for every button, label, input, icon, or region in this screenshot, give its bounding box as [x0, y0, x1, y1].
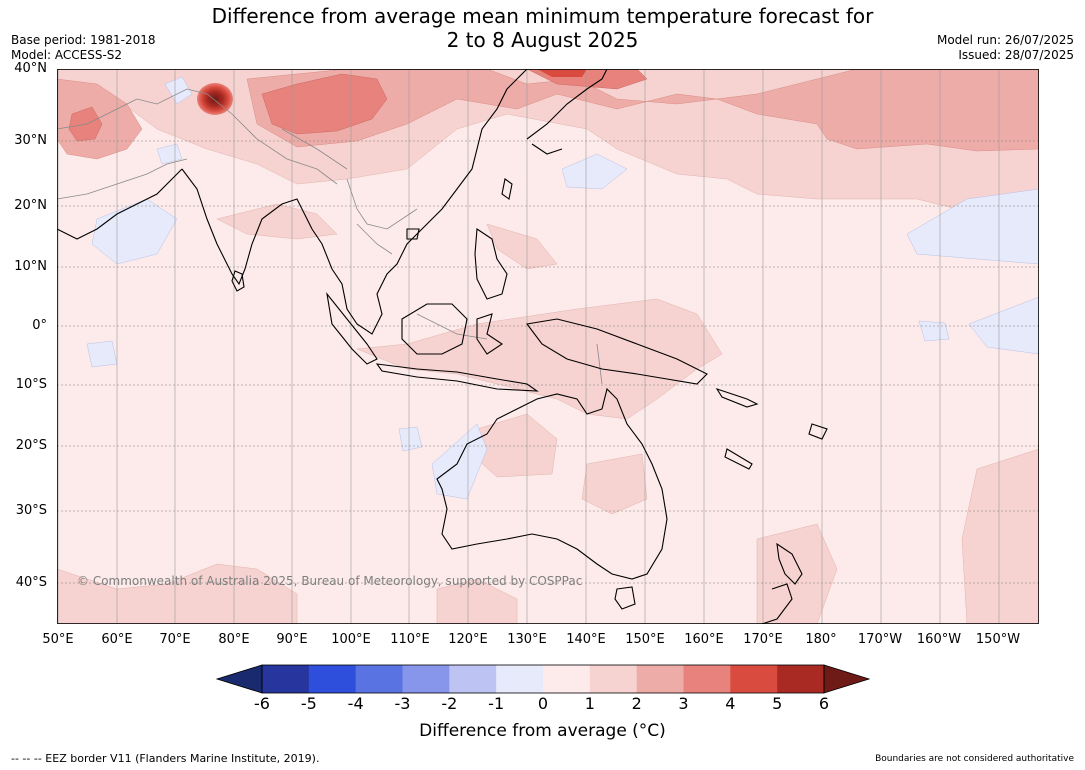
lon-label: 120°E	[448, 632, 488, 647]
colorbar-cell	[496, 665, 544, 693]
lat-label: 10°N	[14, 259, 47, 274]
colorbar-cell	[543, 665, 591, 693]
lon-label: 160°W	[916, 632, 962, 647]
colorbar-cell	[683, 665, 731, 693]
colorbar-tick-label: 3	[678, 694, 689, 713]
colorbar-cell	[355, 665, 403, 693]
lat-label: 30°N	[14, 133, 47, 148]
lat-label: 20°S	[15, 438, 47, 453]
base-period-label: Base period: 1981-2018	[11, 33, 156, 47]
metadata-left: Base period: 1981-2018 Model: ACCESS-S2	[11, 33, 156, 63]
colorbar-cell	[730, 665, 778, 693]
lon-label: 130°E	[507, 632, 547, 647]
colorbar-cell	[262, 665, 310, 693]
lon-label: 50°E	[42, 632, 74, 647]
colorbar-cell	[777, 665, 825, 693]
boundary-disclaimer: Boundaries are not considered authoritat…	[875, 754, 1074, 764]
colorbar-cell	[636, 665, 684, 693]
colorbar-tick-label: 1	[584, 694, 595, 713]
colorbar-tick-label: 5	[772, 694, 783, 713]
colorbar-label: Difference from average (°C)	[419, 721, 666, 741]
colorbar-tick-label: -2	[441, 694, 458, 713]
colorbar-cell	[402, 665, 450, 693]
colorbar-under-arrow	[216, 664, 263, 694]
colorbar-tick-label: -3	[394, 694, 411, 713]
colorbar-tick-label: -5	[300, 694, 317, 713]
chart-title: Difference from average mean minimum tem…	[0, 4, 1085, 52]
colorbar-tick-label: 0	[537, 694, 549, 713]
lat-label: 40°N	[14, 61, 47, 76]
colorbar-cell	[308, 665, 356, 693]
lon-label: 90°E	[276, 632, 308, 647]
lon-label: 60°E	[101, 632, 133, 647]
colorbar-tick-label: -4	[347, 694, 364, 713]
lon-label: 70°E	[159, 632, 191, 647]
lon-label: 150°E	[625, 632, 665, 647]
metadata-right: Model run: 26/07/2025 Issued: 28/07/2025	[937, 33, 1074, 63]
lon-label: 170°E	[743, 632, 783, 647]
title-line-1: Difference from average mean minimum tem…	[211, 4, 874, 28]
model-run-label: Model run: 26/07/2025	[936, 33, 1074, 47]
country-borders	[57, 88, 603, 385]
model-label: Model: ACCESS-S2	[11, 48, 123, 62]
lon-label: 110°E	[390, 632, 430, 647]
colorbar-tick-label: 6	[818, 694, 830, 713]
hotspot-anomaly	[197, 83, 233, 115]
colorbar-tick-label: 4	[725, 694, 736, 713]
anomaly-4-5-region	[537, 69, 587, 77]
lon-label: 180°	[805, 632, 837, 647]
colorbar-over-arrow	[823, 664, 870, 694]
map-frame	[57, 69, 1039, 624]
lon-label: 170°W	[857, 632, 903, 647]
colorbar-tick-label: -6	[254, 694, 270, 713]
lat-label: 0°	[32, 318, 47, 333]
lat-label: 10°S	[15, 377, 47, 392]
colorbar-frame	[261, 664, 825, 694]
lat-label: 40°S	[15, 575, 47, 590]
lon-label: 150°W	[975, 632, 1021, 647]
issued-label: Issued: 28/07/2025	[958, 48, 1074, 62]
lon-label: 140°E	[566, 632, 606, 647]
lon-label: 160°E	[684, 632, 724, 647]
coastlines	[57, 69, 828, 624]
lon-label: 80°E	[218, 632, 250, 647]
lat-label: 30°S	[15, 503, 47, 518]
title-line-2: 2 to 8 August 2025	[446, 28, 639, 52]
colorbar-tick-label: 2	[631, 694, 642, 713]
copyright-notice: © Commonwealth of Australia 2025, Bureau…	[77, 574, 582, 588]
colorbar	[216, 664, 870, 694]
eez-legend-note: -- -- -- EEZ border V11 (Flanders Marine…	[11, 752, 320, 765]
forecast-map[interactable]: © Commonwealth of Australia 2025, Bureau…	[57, 69, 1039, 624]
lon-label: 100°E	[331, 632, 371, 647]
colorbar-cells	[262, 665, 825, 693]
colorbar-cell	[449, 665, 497, 693]
colorbar-cell	[589, 665, 637, 693]
lat-label: 20°N	[14, 198, 47, 213]
colorbar-tick-label: -1	[488, 694, 505, 713]
